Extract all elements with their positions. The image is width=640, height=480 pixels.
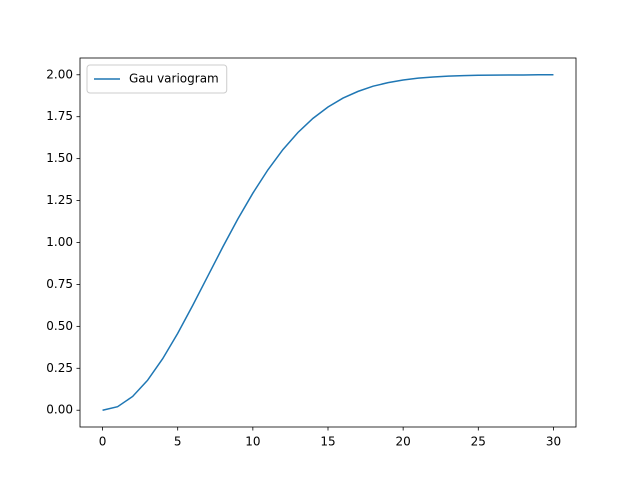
legend: Gau variogram (86, 64, 228, 94)
line-series (102, 74, 554, 411)
x-tick-label: 5 (174, 435, 182, 449)
plot-frame (79, 57, 577, 428)
y-tick-label: 1.00 (46, 235, 73, 249)
y-tick-label: 0.25 (46, 361, 73, 375)
y-tick-label: 1.25 (46, 193, 73, 207)
y-tick-label: 0.75 (46, 277, 73, 291)
y-tick-label: 1.75 (46, 109, 73, 123)
y-tick-label: 2.00 (46, 67, 73, 81)
x-tick-label: 20 (396, 435, 411, 449)
x-tick-label: 10 (245, 435, 260, 449)
x-tick-label: 25 (471, 435, 486, 449)
y-tick-label: 0.50 (46, 319, 73, 333)
legend-box (86, 64, 228, 94)
x-tick-label: 0 (99, 435, 107, 449)
x-tick-label: 15 (320, 435, 335, 449)
y-tick-label: 0.00 (46, 403, 73, 417)
legend-label: Gau variogram (129, 72, 219, 86)
y-tick-label: 1.50 (46, 151, 73, 165)
x-tick-label: 30 (546, 435, 561, 449)
